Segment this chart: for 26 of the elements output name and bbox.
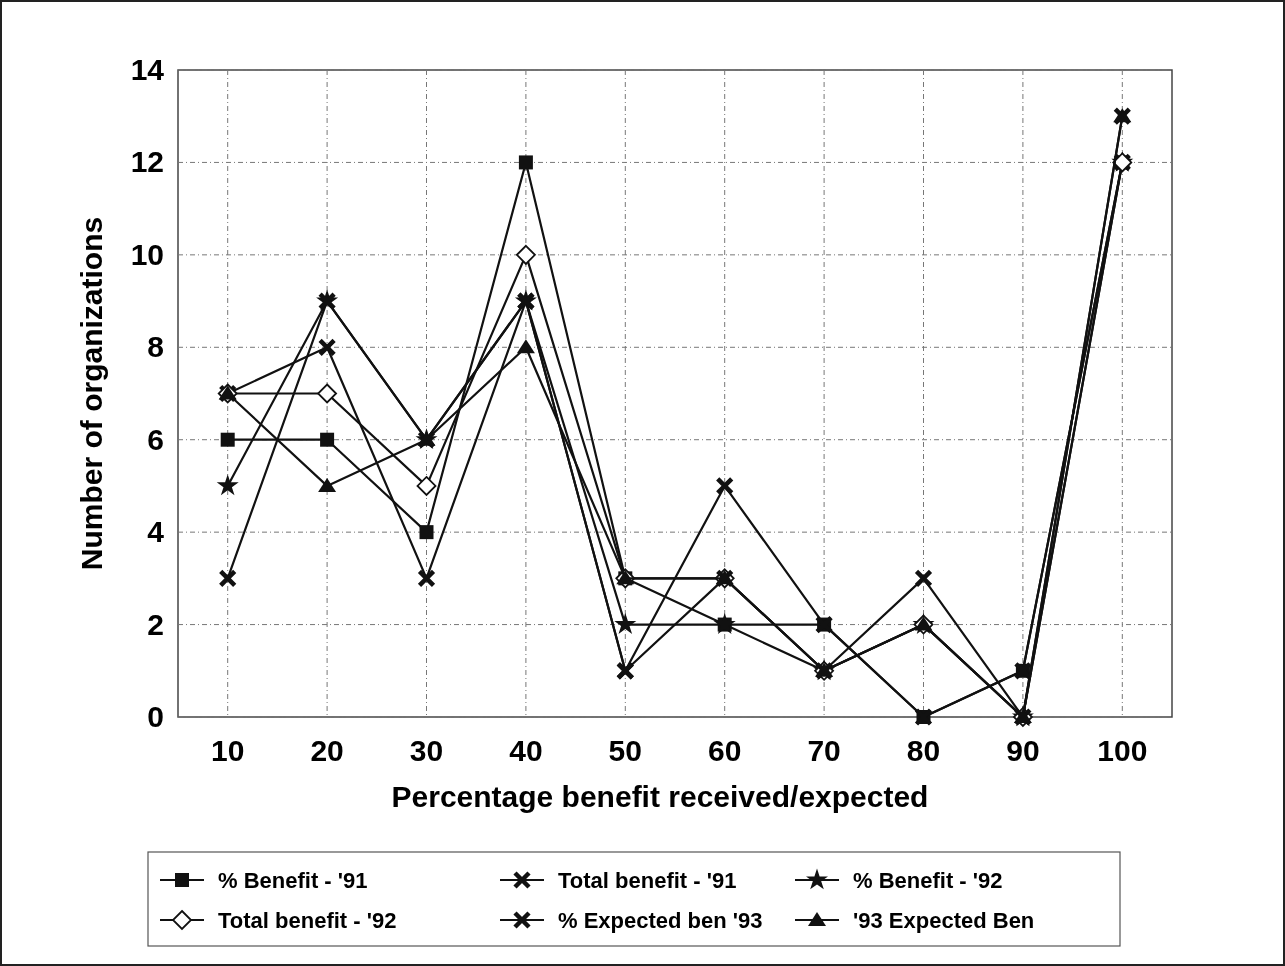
x-tick-label: 80 xyxy=(906,734,941,767)
y-tick-label: 2 xyxy=(147,607,164,641)
legend-label: Total benefit - '92 xyxy=(218,908,397,933)
x-tick-label: 10 xyxy=(211,734,245,767)
x-tick-label: 90 xyxy=(1006,734,1040,767)
legend-label: % Benefit - '92 xyxy=(853,868,1003,893)
x-tick-label: 40 xyxy=(509,734,543,767)
legend-label: '93 Expected Ben xyxy=(853,908,1035,933)
x-tick-label: 30 xyxy=(409,734,444,767)
x-tick-label: 20 xyxy=(310,734,344,767)
x-tick-label: 100 xyxy=(1097,734,1148,767)
y-tick-label: 4 xyxy=(147,515,165,549)
x-tick-label: 50 xyxy=(608,734,642,767)
legend-label: Total benefit - '91 xyxy=(558,868,737,893)
x-tick-label: 60 xyxy=(708,734,742,767)
y-tick-label: 8 xyxy=(147,330,164,364)
y-tick-label: 6 xyxy=(147,422,164,456)
legend-label: % Benefit - '91 xyxy=(218,868,368,893)
x-tick-label: 70 xyxy=(807,734,841,767)
y-axis-title: Number of organizations xyxy=(75,216,108,571)
y-tick-label: 14 xyxy=(130,53,165,86)
x-axis-title: Percentage benefit received/expected xyxy=(391,780,929,813)
y-tick-label: 10 xyxy=(130,237,164,271)
y-tick-label: 12 xyxy=(130,145,164,179)
y-tick-label: 0 xyxy=(147,700,164,733)
legend-label: % Expected ben '93 xyxy=(558,908,763,933)
